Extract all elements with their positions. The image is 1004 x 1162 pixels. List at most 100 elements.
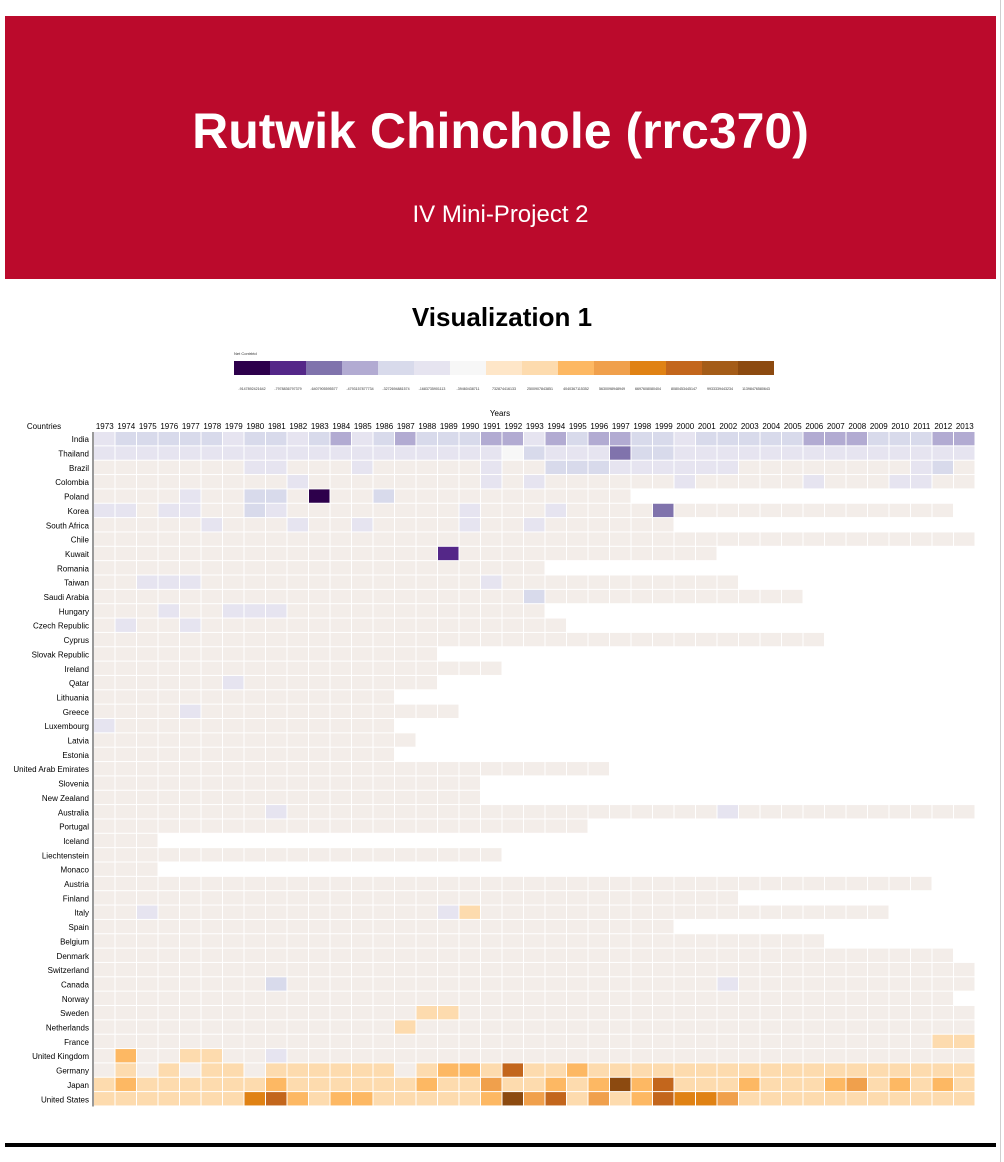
heatmap-cell [115, 977, 136, 991]
page-subtitle: IV Mini-Project 2 [412, 201, 589, 228]
heatmap-cell [825, 432, 846, 446]
heatmap-cell [287, 1092, 308, 1106]
heatmap-cell [180, 805, 201, 819]
country-tick-label: Ireland [65, 665, 89, 674]
heatmap-cell [416, 876, 437, 891]
heatmap-cell [545, 991, 566, 1005]
heatmap-cell [201, 503, 222, 518]
heatmap-cell [244, 460, 265, 475]
heatmap-cell [223, 518, 244, 532]
heatmap-cell [309, 489, 330, 503]
heatmap-cell [631, 589, 652, 604]
heatmap-cell [137, 1092, 158, 1106]
heatmap-cell [739, 876, 760, 891]
heatmap-cell [416, 475, 437, 489]
heatmap-cell [911, 1063, 932, 1077]
heatmap-cell [115, 618, 136, 632]
heatmap-cell [115, 776, 136, 790]
heatmap-cell [846, 991, 867, 1005]
heatmap-cell [352, 977, 373, 991]
heatmap-cell [653, 475, 674, 489]
heatmap-cell [438, 475, 459, 489]
heatmap-cell [180, 905, 201, 919]
heatmap-cell [115, 934, 136, 948]
heatmap-cell [932, 948, 953, 962]
heatmap-cell [94, 805, 115, 819]
heatmap-cell [760, 1077, 781, 1092]
heatmap-cell [137, 934, 158, 948]
heatmap-cell [674, 575, 695, 589]
heatmap-cell [158, 647, 179, 661]
heatmap-cell [416, 1049, 437, 1063]
heatmap-cell [115, 489, 136, 503]
heatmap-cell [567, 503, 588, 518]
heatmap-chart: Net Contrbtd-9147892421642 -7978836797379… [13, 351, 975, 1107]
heatmap-cell [137, 1006, 158, 1020]
heatmap-cell [352, 805, 373, 819]
heatmap-cell [158, 776, 179, 790]
heatmap-cell [610, 991, 631, 1005]
heatmap-cell [223, 733, 244, 747]
heatmap-cell [287, 489, 308, 503]
heatmap-cell [438, 891, 459, 905]
heatmap-cell [244, 733, 265, 747]
heatmap-cell [954, 532, 975, 546]
heatmap-cell [287, 991, 308, 1005]
heatmap-cell [330, 690, 351, 704]
heatmap-cell [201, 747, 222, 762]
heatmap-cell [94, 446, 115, 460]
heatmap-cell [352, 618, 373, 632]
heatmap-cell [567, 948, 588, 962]
heatmap-cell [137, 704, 158, 718]
heatmap-cell [438, 503, 459, 518]
heatmap-cell [459, 819, 480, 833]
heatmap-cell [223, 532, 244, 546]
heatmap-cell [244, 704, 265, 718]
heatmap-cell [330, 475, 351, 489]
heatmap-cell [653, 1006, 674, 1020]
heatmap-cell [911, 503, 932, 518]
heatmap-cell [803, 460, 824, 475]
heatmap-cell [459, 618, 480, 632]
heatmap-cell [481, 518, 502, 532]
heatmap-cell [201, 962, 222, 977]
heatmap-cell [266, 1063, 287, 1077]
heatmap-cell [115, 848, 136, 862]
heatmap-cell [889, 446, 910, 460]
heatmap-cell [674, 1006, 695, 1020]
heatmap-cell [803, 962, 824, 977]
heatmap-cell [588, 948, 609, 962]
heatmap-cell [631, 546, 652, 561]
heatmap-cell [696, 432, 717, 446]
heatmap-cell [287, 1034, 308, 1049]
heatmap-cell [94, 1006, 115, 1020]
heatmap-cell [911, 948, 932, 962]
country-tick-label: Kuwait [65, 550, 90, 559]
heatmap-cell [438, 776, 459, 790]
heatmap-cell [459, 1092, 480, 1106]
heatmap-cell [481, 446, 502, 460]
heatmap-cell [309, 790, 330, 805]
heatmap-cell [481, 1034, 502, 1049]
heatmap-cell [373, 575, 394, 589]
heatmap-cell [739, 962, 760, 977]
heatmap-cell [201, 1092, 222, 1106]
heatmap-cell [868, 446, 889, 460]
country-tick-label: South Africa [46, 521, 90, 530]
heatmap-cell [223, 962, 244, 977]
heatmap-cell [588, 905, 609, 919]
heatmap-cell [524, 991, 545, 1005]
heatmap-cell [932, 1092, 953, 1106]
heatmap-cell [352, 762, 373, 776]
heatmap-cell [201, 647, 222, 661]
heatmap-cell [911, 1020, 932, 1034]
heatmap-cell [782, 934, 803, 948]
heatmap-cell [137, 675, 158, 690]
heatmap-cell [438, 489, 459, 503]
heatmap-cell [739, 503, 760, 518]
heatmap-cell [94, 962, 115, 977]
year-tick-label: 1980 [246, 422, 264, 431]
heatmap-cell [309, 460, 330, 475]
heatmap-cell [309, 1006, 330, 1020]
heatmap-cell [502, 934, 523, 948]
